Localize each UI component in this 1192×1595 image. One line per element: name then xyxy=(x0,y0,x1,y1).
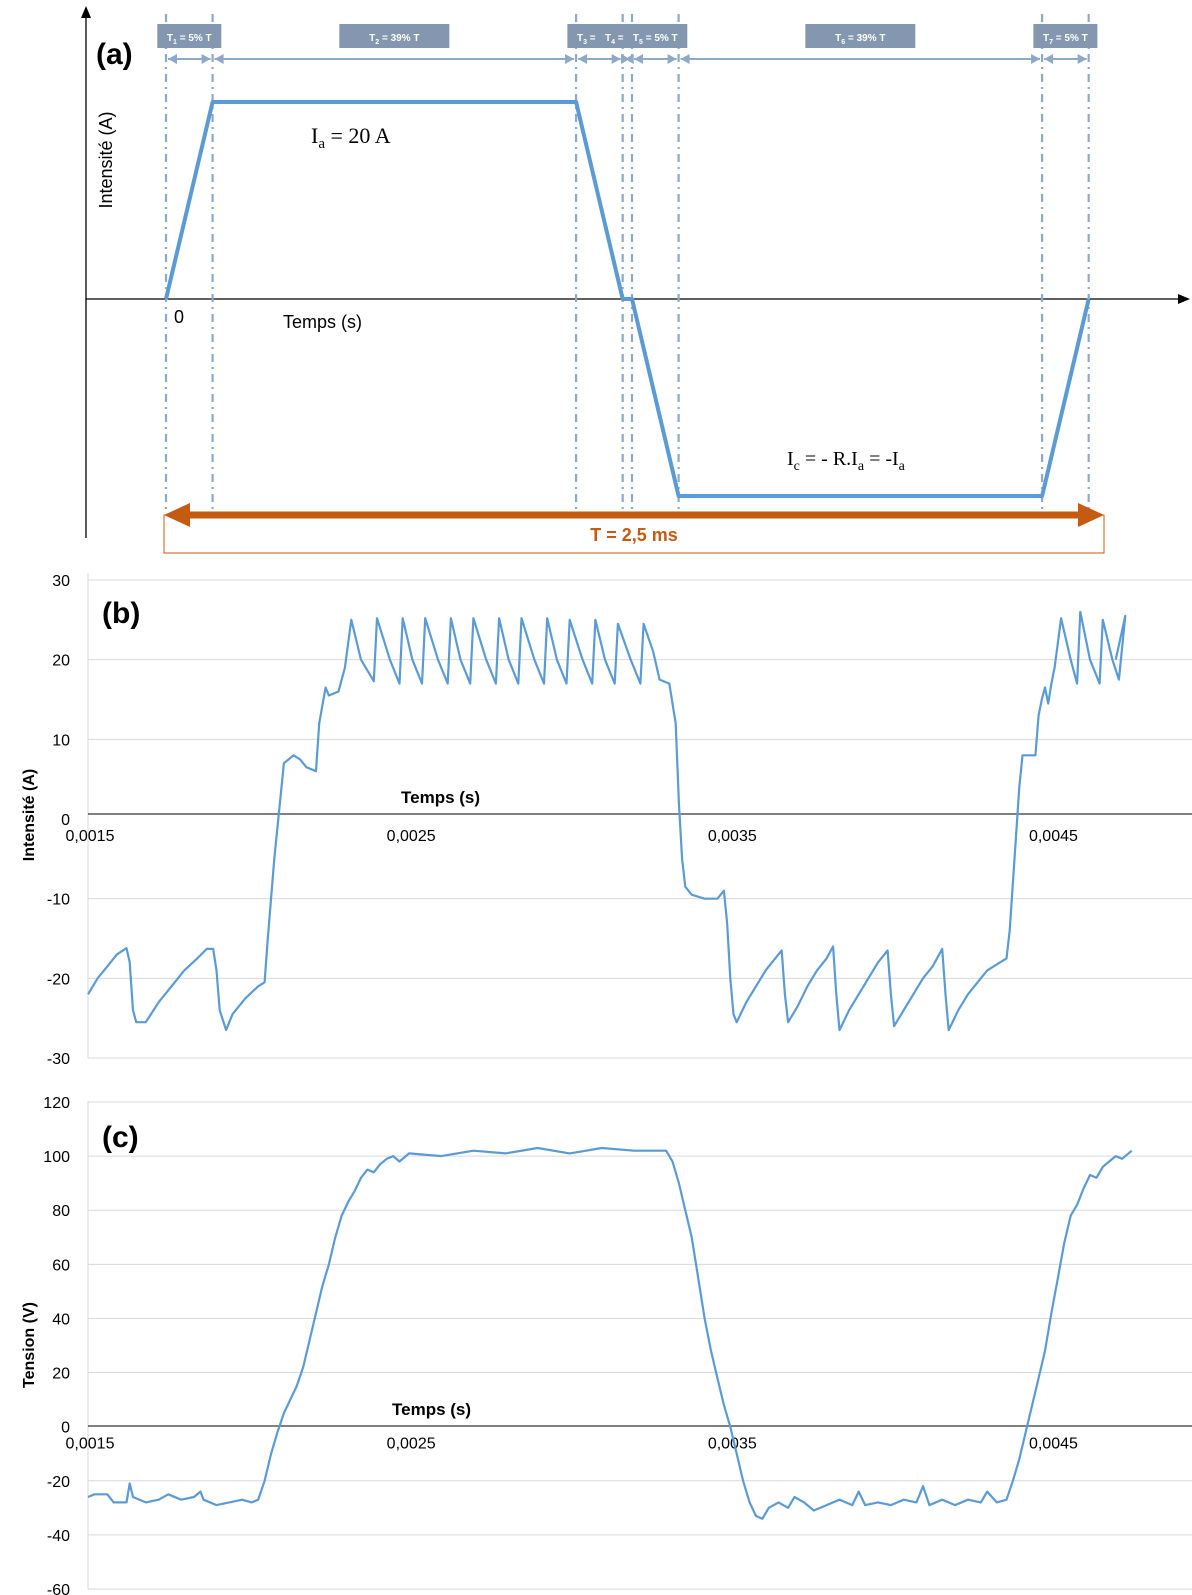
panel-a-schematic: (a) Intensité (A) Temps (s) 0 T1 = 5% T T… xyxy=(81,6,1190,554)
panel-a-x-label: Temps (s) xyxy=(283,312,362,332)
panel-a-segment-label-6: T6 = 39% T xyxy=(835,33,885,46)
panel-a-period-arrowhead-right xyxy=(1078,503,1104,527)
panel-a-segment-arrowheads-3 xyxy=(578,54,621,64)
panel-c-y-tick-label: 40 xyxy=(52,1311,70,1328)
panel-a-ia-annotation: Ia = 20 A xyxy=(311,123,391,152)
panel-a-guides xyxy=(164,14,1090,510)
panel-b-y-label: Intensité (A) xyxy=(21,769,38,861)
panel-a-origin-label: 0 xyxy=(174,307,184,327)
panel-a-segment-arrowheads-1 xyxy=(168,54,211,64)
panel-a-period-label: T = 2,5 ms xyxy=(590,525,678,545)
panel-c-label: (c) xyxy=(102,1121,139,1154)
panel-a-y-arrowhead xyxy=(81,6,91,18)
panel-b-y-tick-label: -30 xyxy=(47,1051,70,1068)
panel-c-y-tick-label: 120 xyxy=(43,1095,70,1112)
panel-b-grid xyxy=(88,579,1192,1059)
panel-b-y-tick-label: 20 xyxy=(52,653,70,670)
panel-c-y-tick-label: 20 xyxy=(52,1366,70,1383)
panel-b-chart: 30 20 10 0 -10 -20 -30 0,0015 0,0025 0,0035 0,004… xyxy=(21,573,1192,1068)
panel-c-y-tick-label: -60 xyxy=(47,1582,70,1595)
panel-a-segment-label-1: T1 = 5% T xyxy=(167,33,212,46)
panel-b-x-tick-label: 0,0025 xyxy=(387,828,436,845)
panel-c-x-ticks: 0,0015 0,0025 0,0035 0,0045 xyxy=(66,1436,1078,1453)
panel-a-y-label: Intensité (A) xyxy=(96,111,116,208)
panel-c-x-tick-label: 0,0015 xyxy=(66,1436,115,1453)
panel-b-y-tick-label: -20 xyxy=(47,971,70,988)
panel-b-y-tick-label: -10 xyxy=(47,892,70,909)
panel-a-ic-annotation: Ic = - R.Ia = -Ia xyxy=(787,448,906,474)
panel-a-segment-arrowheads-5 xyxy=(634,54,677,64)
panel-b-label: (b) xyxy=(102,597,140,630)
panel-b-x-tick-label: 0,0015 xyxy=(66,828,115,845)
panel-b-x-tick-label: 0,0045 xyxy=(1029,828,1078,845)
panel-a-segment-box-6 xyxy=(805,24,916,48)
panel-c-y-tick-label: 80 xyxy=(52,1203,70,1220)
panel-a-x-arrowhead xyxy=(1178,294,1190,304)
panel-c-y-tick-label: -20 xyxy=(47,1474,70,1491)
panel-c-x-tick-label: 0,0045 xyxy=(1029,1436,1078,1453)
panel-a-segment-arrowheads-4 xyxy=(621,54,634,64)
panel-c-grid xyxy=(88,1101,1192,1590)
panel-c-y-tick-label: -40 xyxy=(47,1528,70,1545)
panel-c-y-tick-label: 0 xyxy=(61,1420,70,1437)
panel-b-y-tick-label: 30 xyxy=(52,573,70,590)
panel-a-segment-label-2: T2 = 39% T xyxy=(369,33,419,46)
panel-a-label: (a) xyxy=(96,38,133,71)
panel-c-y-tick-label: 100 xyxy=(43,1149,70,1166)
panel-b-x-ticks: 0,0015 0,0025 0,0035 0,0045 xyxy=(66,828,1078,845)
panel-a-segment-arrowheads-7 xyxy=(1044,54,1087,64)
panel-b-y-ticks: 30 20 10 0 -10 -20 -30 xyxy=(47,573,70,1068)
panel-c-x-label: Temps (s) xyxy=(392,1400,471,1419)
panel-b-y-tick-label: 0 xyxy=(61,812,70,829)
panel-a-segment-label-7: T7 = 5% T xyxy=(1043,33,1088,46)
panel-a-segment-labels: T1 = 5% TT2 = 39% TT3 = 5% TT4 = 1% TT5 … xyxy=(157,24,1098,64)
panel-c-y-tick-label: 60 xyxy=(52,1257,70,1274)
panel-a-segment-box-1 xyxy=(157,24,222,48)
panel-b-x-tick-label: 0,0035 xyxy=(708,828,757,845)
panel-c-series-line xyxy=(87,1146,1133,1520)
panel-c-y-ticks: 120 100 80 60 40 20 0 -20 -40 -60 xyxy=(43,1095,70,1595)
panel-a-segment-box-7 xyxy=(1033,24,1098,48)
panel-b-y-tick-label: 10 xyxy=(52,732,70,749)
panel-a-waveform xyxy=(164,100,1091,498)
panel-a-segment-label-5: T5 = 5% T xyxy=(633,33,678,46)
panel-c-y-label: Tension (V) xyxy=(21,1302,38,1388)
panel-a-segment-box-5 xyxy=(623,24,688,48)
panel-c-x-tick-label: 0,0025 xyxy=(387,1436,436,1453)
panel-c-x-tick-label: 0,0035 xyxy=(708,1436,757,1453)
panel-a-segment-box-2 xyxy=(339,24,450,48)
panel-b-series-line xyxy=(87,610,1127,1032)
panel-b-x-label: Temps (s) xyxy=(401,788,480,807)
panel-a-period-arrowhead-left xyxy=(164,503,190,527)
